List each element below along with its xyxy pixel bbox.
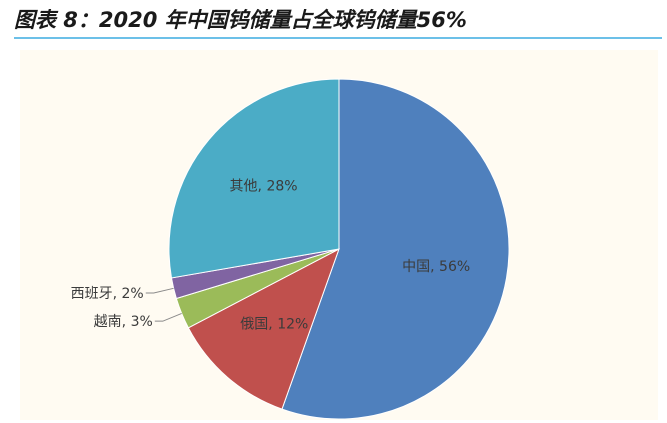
slice-labels: 中国, 56% 俄国, 12% 越南, 3% 西班牙, 2% 其他, 28% <box>71 178 471 332</box>
slice-label-0: 中国, 56% <box>402 259 470 275</box>
slice-label-4: 其他, 28% <box>230 178 298 194</box>
title-underline <box>14 37 662 39</box>
slice-label-2: 越南, 3% <box>94 314 153 330</box>
leader-line-3 <box>145 287 174 294</box>
pie-slice-4 <box>168 78 340 279</box>
pie-slice-0 <box>281 78 510 420</box>
label-leaders <box>145 287 182 322</box>
slice-label-1: 俄国, 12% <box>240 316 308 332</box>
leader-line-2 <box>154 312 182 322</box>
slice-label-3: 西班牙, 2% <box>71 286 144 302</box>
pie-slices <box>168 78 510 420</box>
chart-title: 图表 8：2020 年中国钨储量占全球钨储量56% <box>14 8 467 32</box>
pie-slice-1 <box>187 247 340 410</box>
